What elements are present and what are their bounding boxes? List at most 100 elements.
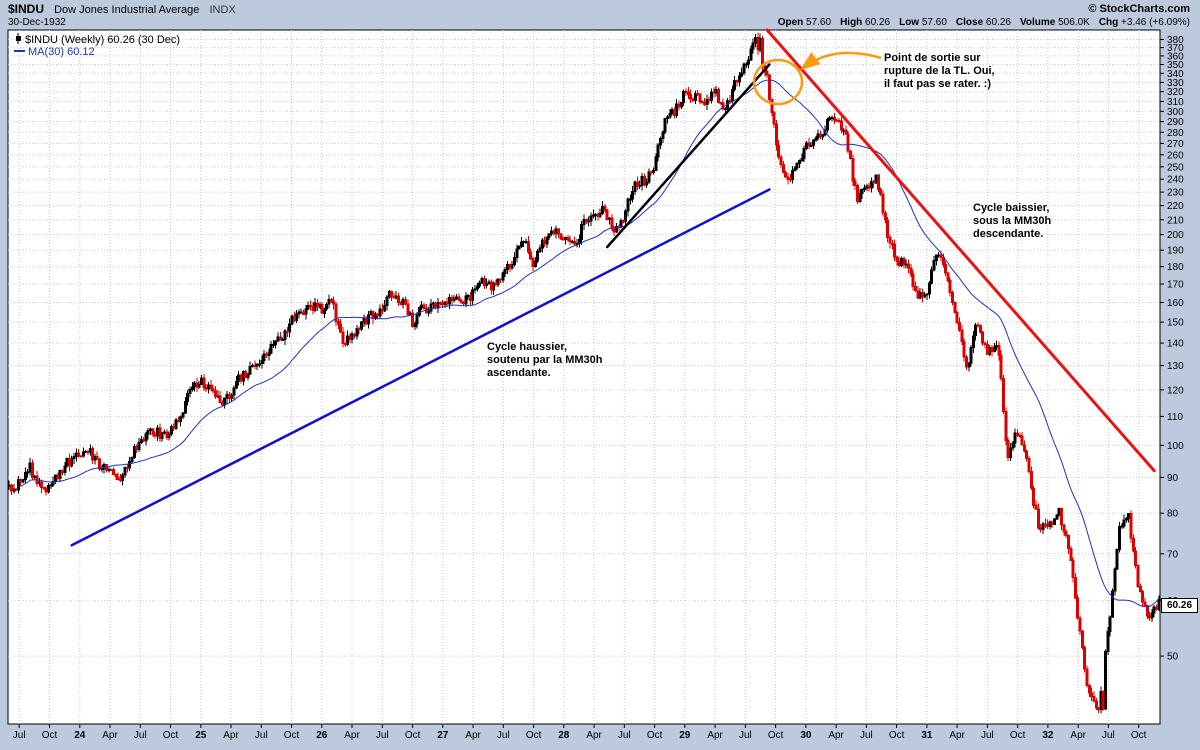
x-axis-tick-label: Jul (376, 730, 389, 741)
quote-value: 60.26 (862, 17, 891, 28)
ma-line-icon (14, 50, 25, 52)
quote-value: 506.0K (1055, 17, 1090, 28)
x-axis-tick-label: Oct (163, 730, 179, 741)
quote-label: High (840, 17, 863, 28)
quote-value: 57.60 (803, 17, 832, 28)
bull-cycle-annotation: Cycle haussier, soutenu par la MM30h asc… (487, 341, 603, 380)
y-axis-tick-label: 310 (1167, 97, 1184, 108)
ma-legend-label: MA(30) 60.12 (28, 46, 95, 58)
symbol-name: Dow Jones Industrial Average (54, 4, 200, 16)
annotation-line: soutenu par la MM30h (487, 354, 603, 366)
x-axis-tick-label: Oct (405, 730, 421, 741)
y-axis-tick-label: 230 (1167, 188, 1184, 199)
y-axis-tick-label: 160 (1167, 298, 1184, 309)
quote-label: Chg (1098, 17, 1119, 28)
x-axis-tick-label: Jul (13, 730, 26, 741)
breakout-arrow (800, 51, 882, 71)
y-axis-tick-label: 80 (1167, 509, 1179, 520)
annotation-line: il faut pas se rater. :) (884, 78, 991, 90)
y-axis-tick-label: 210 (1167, 215, 1184, 226)
y-axis-tick-label: 360 (1167, 51, 1184, 62)
trendlines (70, 28, 1156, 547)
y-axis-tick-label: 370 (1167, 43, 1184, 54)
annotation-line: ascendante. (487, 367, 551, 379)
annotation-line: sous la MM30h (973, 215, 1052, 227)
y-axis-tick-label: 140 (1167, 339, 1184, 350)
bear-cycle-annotation: Cycle baissier, sous la MM30h descendant… (973, 202, 1051, 241)
x-axis-tick-label: Oct (1010, 730, 1026, 741)
x-axis-tick-label: Apr (586, 730, 602, 741)
ohlc-quote-line: Open 57.60 High 60.26 Low 57.60 Close 60.26… (769, 17, 1190, 28)
annotation-line: Cycle baissier, (973, 202, 1050, 214)
annotation-line: Cycle haussier, (487, 341, 568, 353)
x-axis-tick-label: Jul (981, 730, 994, 741)
quote-date: 30-Dec-1932 (8, 17, 66, 28)
x-axis-tick-label: Jul (134, 730, 147, 741)
x-axis-tick-label: Apr (344, 730, 360, 741)
x-axis-tick-label: Apr (828, 730, 844, 741)
axis-labels: 3803703603503403303203103002902802702602… (13, 35, 1184, 741)
copyright-label: © StockCharts.com (1088, 3, 1190, 15)
x-axis-tick-label: Apr (949, 730, 965, 741)
y-axis-tick-label: 50 (1167, 652, 1179, 663)
y-axis-tick-label: 170 (1167, 280, 1184, 291)
candlestick-icon (16, 33, 21, 44)
y-axis-tick-label: 200 (1167, 230, 1184, 241)
acceleration-trendline (605, 63, 771, 249)
symbol-label: $INDU (8, 2, 45, 16)
quote-value: +3.46 (+6.09%) (1118, 17, 1190, 28)
quote-label: Low (899, 17, 920, 28)
x-axis-tick-label: Apr (465, 730, 481, 741)
x-axis-tick-label: Jul (739, 730, 752, 741)
series-legend: $INDU (Weekly) 60.26 (30 Dec) (14, 33, 180, 46)
quote-label: Open (777, 17, 804, 28)
y-axis-tick-label: 130 (1167, 361, 1184, 372)
x-axis-tick-label: 27 (437, 730, 449, 741)
y-axis-tick-label: 270 (1167, 139, 1184, 150)
y-axis-tick-label: 290 (1167, 117, 1184, 128)
bull-support-trendline (70, 188, 771, 547)
x-axis-tick-label: 28 (558, 730, 570, 741)
y-axis-tick-label: 280 (1167, 128, 1184, 139)
y-axis-tick-label: 320 (1167, 87, 1184, 98)
last-price-tag: 60.26 (1161, 598, 1198, 613)
x-axis-tick-label: Apr (102, 730, 118, 741)
x-axis-tick-label: Jul (860, 730, 873, 741)
exchange-label: INDX (209, 4, 236, 16)
x-axis-tick-label: Oct (42, 730, 58, 741)
y-axis-tick-label: 220 (1167, 201, 1184, 212)
exit-point-annotation: Point de sortie sur rupture de la TL. Ou… (884, 52, 995, 91)
x-axis-tick-label: Oct (889, 730, 905, 741)
chart-header: $INDU Dow Jones Industrial Average INDX (8, 2, 236, 16)
series-legend-label: $INDU (Weekly) 60.26 (30 Dec) (25, 34, 181, 46)
x-axis-tick-label: Apr (223, 730, 239, 741)
x-axis-tick-label: Oct (526, 730, 542, 741)
y-axis-tick-label: 110 (1167, 412, 1183, 423)
annotation-line: descendante. (973, 228, 1044, 240)
ma30-line (18, 79, 1160, 608)
quote-value: 60.26 (983, 17, 1011, 28)
x-axis-tick-label: Jul (255, 730, 268, 741)
y-axis-tick-label: 350 (1167, 60, 1184, 71)
candles-up (7, 33, 1161, 714)
x-axis-tick-label: 26 (316, 730, 328, 741)
y-axis-tick-label: 250 (1167, 162, 1184, 173)
breakout-circle (752, 58, 804, 106)
x-axis-tick-label: Jul (618, 730, 631, 741)
y-axis-tick-label: 120 (1167, 385, 1184, 396)
x-axis-tick-label: 24 (74, 730, 86, 741)
y-axis-tick-label: 180 (1167, 262, 1184, 273)
annotation-line: Point de sortie sur (884, 52, 981, 64)
y-axis-tick-label: 70 (1167, 549, 1179, 560)
x-axis-tick-label: Oct (1131, 730, 1147, 741)
x-axis-tick-label: Apr (1070, 730, 1086, 741)
x-axis-tick-label: 32 (1042, 730, 1054, 741)
x-axis-tick-label: 29 (679, 730, 691, 741)
x-axis-tick-label: Jul (497, 730, 510, 741)
x-axis-tick-label: Jul (1102, 730, 1115, 741)
y-axis-tick-label: 380 (1167, 35, 1184, 46)
bear-resistance-trendline (765, 28, 1156, 473)
annotation-line: rupture de la TL. Oui, (884, 65, 995, 77)
